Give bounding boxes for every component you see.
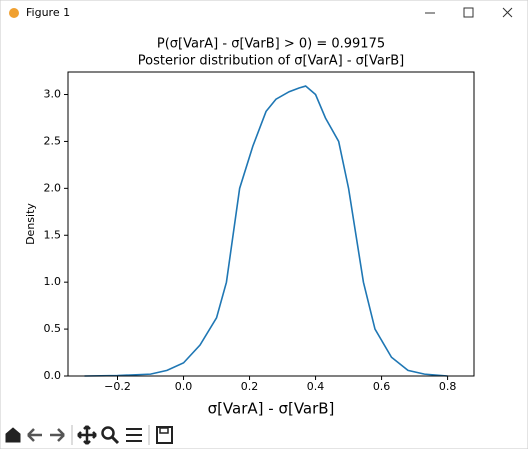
x-tick-label: −0.2 [104,380,131,393]
y-axis-label: Density [24,203,37,245]
toolbar [5,425,173,445]
pan-button[interactable] [77,425,97,445]
home-button[interactable] [5,427,21,443]
x-tick-label: 0.4 [307,380,325,393]
y-tick-label: 0.5 [44,322,62,335]
save-button[interactable] [156,426,173,444]
y-tick-label: 1.0 [44,275,62,288]
configure-button[interactable] [126,428,142,442]
app-icon [9,8,19,18]
y-tick-label: 3.0 [44,88,62,101]
back-button[interactable] [27,428,42,442]
plot: P(σ[VarA] - σ[VarB] > 0) = 0.99175 Poster… [24,37,475,418]
chart-subtitle: Posterior distribution of σ[VarA] - σ[Va… [138,54,404,69]
close-button[interactable] [502,7,513,18]
zoom-button[interactable] [101,426,115,440]
y-tick-label: 1.5 [44,228,62,241]
y-tick-label: 2.0 [44,181,62,194]
x-tick-label: 0.8 [439,380,457,393]
axes-frame [67,71,475,377]
title-bar: Figure 1 [9,6,513,19]
x-tick-label: 0.0 [175,380,193,393]
y-tick-label: 0.0 [44,369,62,382]
density-line [84,85,448,377]
chart-title: P(σ[VarA] - σ[VarB] > 0) = 0.99175 [157,37,385,52]
maximize-button[interactable] [463,7,474,18]
x-tick-label: 0.6 [373,380,391,393]
zoom-handle [110,435,120,445]
window-title: Figure 1 [26,6,70,19]
x-tick-label: 0.2 [241,380,259,393]
forward-button[interactable] [50,428,65,442]
y-tick-label: 2.5 [44,134,62,147]
save-icon-detail [159,427,169,434]
x-axis-label: σ[VarA] - σ[VarB] [208,400,335,418]
